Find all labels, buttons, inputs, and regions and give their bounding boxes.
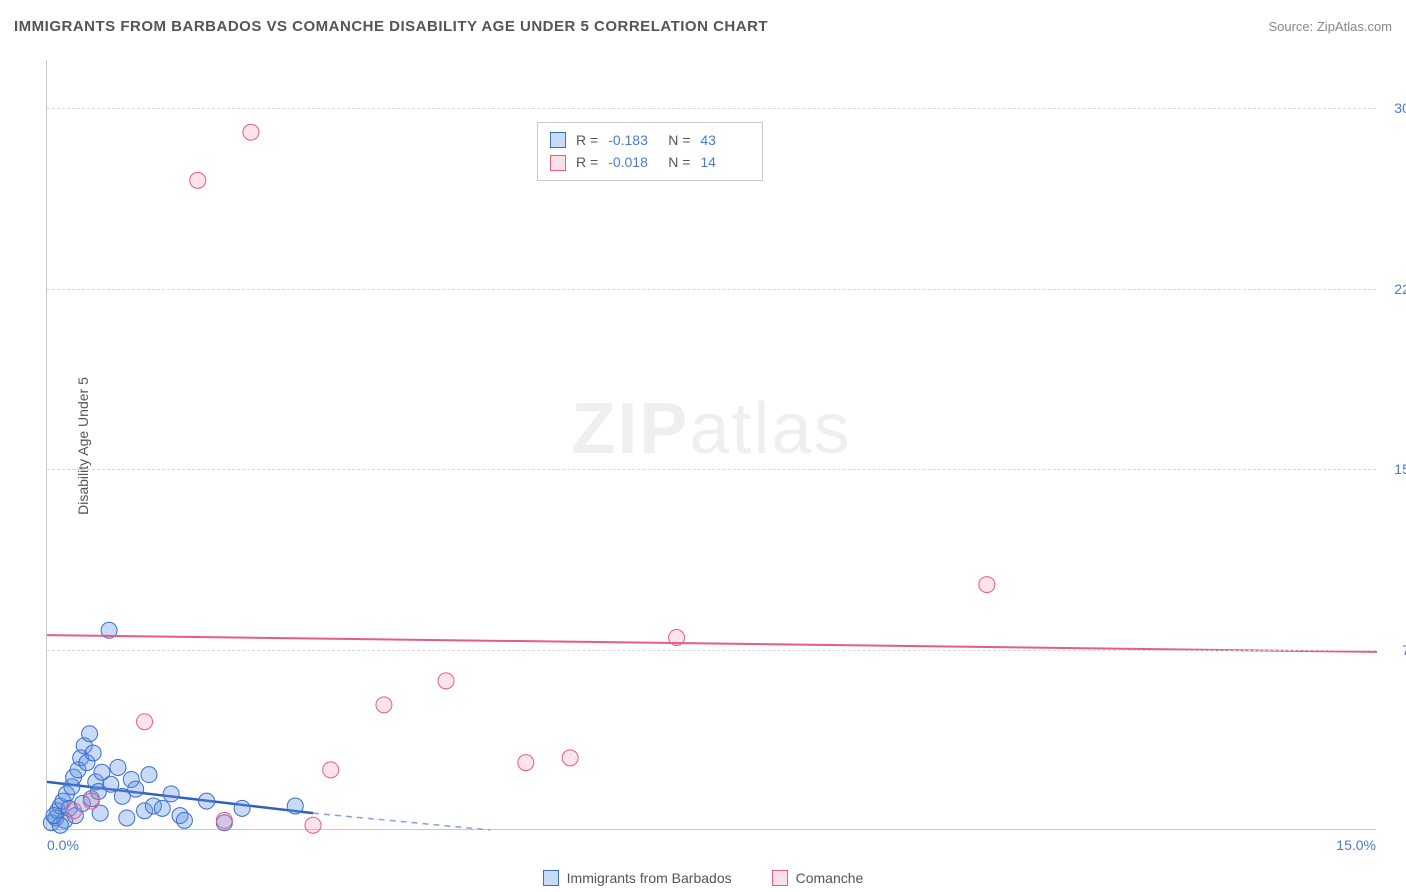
swatch-blue-icon xyxy=(543,870,559,886)
gridline xyxy=(47,108,1376,109)
data-point xyxy=(190,172,206,188)
data-point xyxy=(137,714,153,730)
data-point xyxy=(323,762,339,778)
data-point xyxy=(82,726,98,742)
legend-item-series2: Comanche xyxy=(772,870,864,886)
data-point xyxy=(562,750,578,766)
data-point xyxy=(234,800,250,816)
data-point xyxy=(85,745,101,761)
stats-row-series1: R = -0.183 N = 43 xyxy=(550,129,750,151)
gridline xyxy=(47,289,1376,290)
data-point xyxy=(669,630,685,646)
swatch-pink-icon xyxy=(550,155,566,171)
swatch-pink-icon xyxy=(772,870,788,886)
data-point xyxy=(199,793,215,809)
series-legend: Immigrants from Barbados Comanche xyxy=(0,870,1406,886)
data-point xyxy=(243,124,259,140)
y-tick-label: 15.0% xyxy=(1380,461,1406,477)
y-tick-label: 22.5% xyxy=(1380,281,1406,297)
gridline xyxy=(47,469,1376,470)
plot-area: ZIPatlas 0.0% 15.0% R = -0.183 N = 43 R … xyxy=(46,60,1376,830)
data-point xyxy=(66,803,82,819)
data-point xyxy=(119,810,135,826)
data-point xyxy=(163,786,179,802)
data-point xyxy=(141,767,157,783)
trend-line-dashed xyxy=(313,813,490,830)
data-point xyxy=(305,817,321,833)
stats-legend: R = -0.183 N = 43 R = -0.018 N = 14 xyxy=(537,122,763,181)
stats-row-series2: R = -0.018 N = 14 xyxy=(550,151,750,173)
x-tick-max: 15.0% xyxy=(1336,837,1376,853)
data-point xyxy=(979,577,995,593)
data-point xyxy=(216,812,232,828)
data-point xyxy=(518,755,534,771)
swatch-blue-icon xyxy=(550,132,566,148)
y-tick-label: 30.0% xyxy=(1380,100,1406,116)
legend-item-series1: Immigrants from Barbados xyxy=(543,870,732,886)
source-attribution: Source: ZipAtlas.com xyxy=(1268,19,1392,34)
gridline xyxy=(47,650,1376,651)
data-point xyxy=(128,781,144,797)
data-point xyxy=(438,673,454,689)
data-point xyxy=(83,793,99,809)
data-point xyxy=(46,808,62,824)
data-point xyxy=(110,759,126,775)
chart-title: IMMIGRANTS FROM BARBADOS VS COMANCHE DIS… xyxy=(14,18,768,35)
data-point xyxy=(103,776,119,792)
x-tick-min: 0.0% xyxy=(47,837,79,853)
data-point xyxy=(287,798,303,814)
data-point xyxy=(176,812,192,828)
y-tick-label: 7.5% xyxy=(1380,642,1406,658)
data-point xyxy=(154,800,170,816)
data-point xyxy=(376,697,392,713)
